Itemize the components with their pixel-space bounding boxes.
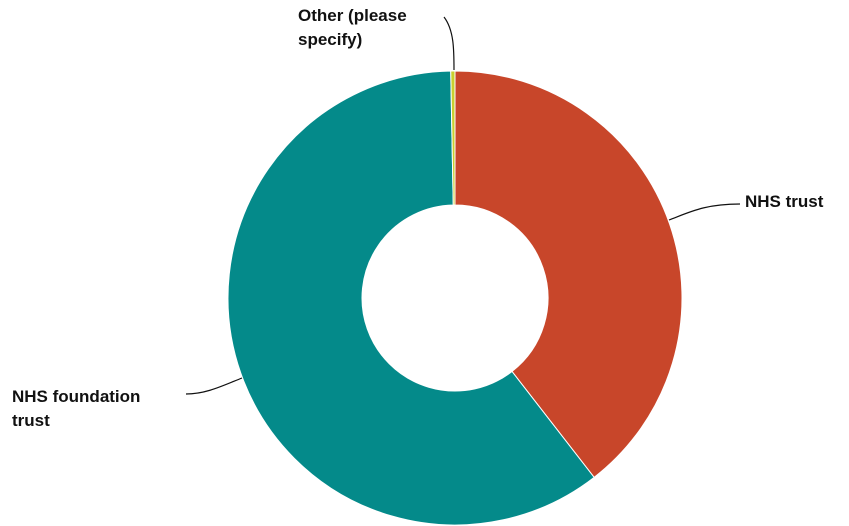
label-other: Other (please specify) (298, 6, 411, 49)
donut-slices (227, 70, 683, 526)
slice-nhs-foundation-trust (227, 70, 595, 526)
label-nhs-foundation-trust: NHS foundation trust (12, 387, 145, 430)
slice-nhs-trust (454, 70, 683, 479)
leader-line-nhs-foundation-trust (185, 377, 243, 395)
label-nhs-trust: NHS trust (745, 192, 824, 211)
leader-line-other (443, 16, 455, 71)
slice-other-please-specify (450, 70, 456, 206)
leader-line-nhs-trust (668, 203, 741, 221)
